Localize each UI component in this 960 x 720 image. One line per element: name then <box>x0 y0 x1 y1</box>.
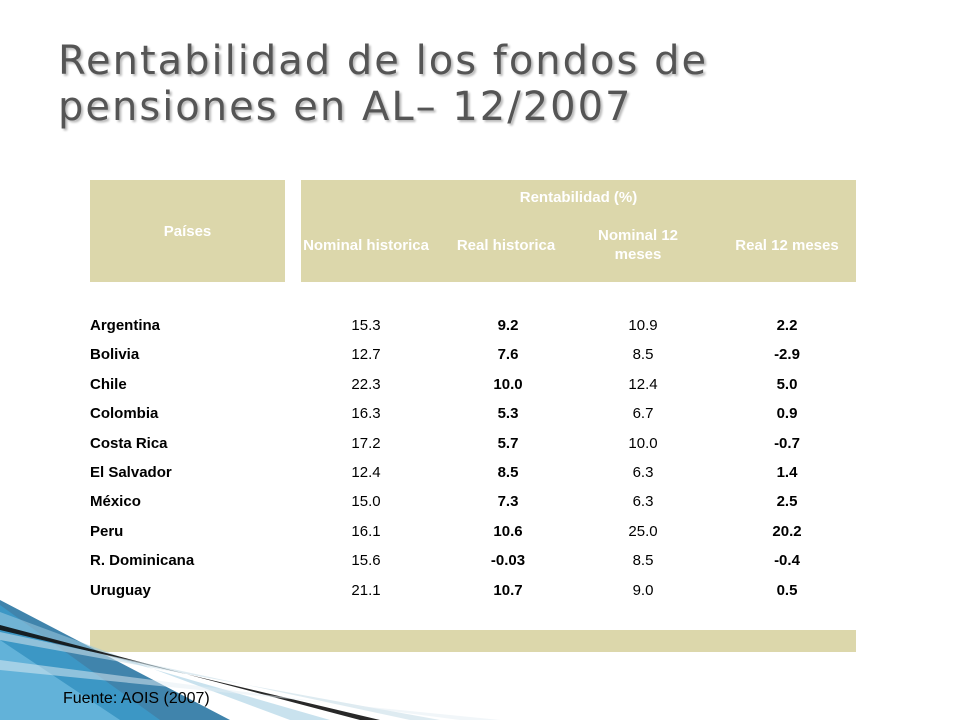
table-row: R. Dominicana 15.6 -0.03 8.5 -0.4 <box>0 547 960 575</box>
subheader-nominal-historica: Nominal historica <box>303 236 429 254</box>
table-footer-band <box>90 630 856 652</box>
value-cell: 16.1 <box>351 522 381 540</box>
table-row: Colombia 16.3 5.3 6.7 0.9 <box>0 400 960 428</box>
value-cell: 15.3 <box>351 317 381 334</box>
country-cell: Argentina <box>90 317 161 334</box>
header-countries: Países <box>90 180 285 282</box>
value-cell: 7.3 <box>497 493 519 511</box>
value-cell: 1.4 <box>776 464 798 481</box>
value-cell: 6.7 <box>632 405 654 423</box>
value-cell: 21.1 <box>351 581 381 599</box>
value-cell: 12.7 <box>351 346 381 364</box>
value-cell: 6.3 <box>632 493 654 511</box>
value-cell: 8.5 <box>632 346 654 364</box>
country-cell: R. Dominicana <box>90 552 195 570</box>
value-cell: 10.7 <box>493 581 523 599</box>
table-row: Costa Rica 17.2 5.7 10.0 -0.7 <box>0 430 960 458</box>
value-cell: 6.3 <box>632 464 654 481</box>
value-cell: 15.0 <box>351 493 381 511</box>
value-cell: 2.2 <box>776 317 798 334</box>
value-cell: 25.0 <box>628 522 658 540</box>
table-row: Argentina 15.3 9.2 10.9 2.2 <box>0 312 960 340</box>
value-cell: 0.5 <box>776 581 798 599</box>
value-cell: 16.3 <box>351 405 381 423</box>
value-cell: 10.9 <box>628 317 658 334</box>
value-cell: 8.5 <box>497 464 519 481</box>
value-cell: 5.7 <box>497 434 519 452</box>
value-cell: 5.0 <box>776 375 798 393</box>
value-cell: 0.9 <box>776 405 798 423</box>
value-cell: 9.0 <box>632 581 654 599</box>
value-cell: 8.5 <box>632 552 654 570</box>
country-cell: Bolivia <box>90 346 140 364</box>
country-cell: Chile <box>90 375 127 393</box>
value-cell: 20.2 <box>772 522 802 540</box>
country-cell: Uruguay <box>90 581 151 599</box>
table-row: Chile 22.3 10.0 12.4 5.0 <box>0 371 960 399</box>
value-cell: -0.4 <box>774 552 800 570</box>
value-cell: 10.0 <box>493 375 523 393</box>
table-row: El Salvador 12.4 8.5 6.3 1.4 <box>0 459 960 487</box>
table-row: Bolivia 12.7 7.6 8.5 -2.9 <box>0 341 960 369</box>
country-cell: Costa Rica <box>90 434 168 452</box>
value-cell: 15.6 <box>351 552 381 570</box>
value-cell: 7.6 <box>497 346 519 364</box>
subheader-nominal-12-meses: Nominal 12 meses <box>597 227 679 263</box>
header-group-background <box>301 180 856 282</box>
table-row: Peru 16.1 10.6 25.0 20.2 <box>0 518 960 546</box>
value-cell: 17.2 <box>351 434 381 452</box>
value-cell: 12.4 <box>628 375 658 393</box>
header-rentabilidad: Rentabilidad (%) <box>519 188 638 206</box>
subheader-real-12-meses: Real 12 meses <box>735 236 839 254</box>
value-cell: -0.7 <box>774 434 800 452</box>
country-cell: Peru <box>90 522 124 540</box>
value-cell: -0.03 <box>490 552 526 570</box>
value-cell: 22.3 <box>351 375 381 393</box>
value-cell: 12.4 <box>351 464 381 481</box>
slide-title: Rentabilidad de los fondos de pensiones … <box>58 38 709 130</box>
value-cell: -2.9 <box>774 346 800 364</box>
country-cell: Colombia <box>90 405 159 423</box>
table-row: México 15.0 7.3 6.3 2.5 <box>0 488 960 516</box>
country-cell: México <box>90 493 141 511</box>
value-cell: 9.2 <box>497 317 519 334</box>
subheader-real-historica: Real historica <box>456 236 556 254</box>
table-row: Uruguay 21.1 10.7 9.0 0.5 <box>0 577 960 605</box>
value-cell: 10.0 <box>628 434 658 452</box>
country-cell: El Salvador <box>90 464 172 481</box>
value-cell: 10.6 <box>493 522 523 540</box>
value-cell: 2.5 <box>776 493 798 511</box>
value-cell: 5.3 <box>497 405 519 423</box>
source-note: Fuente: AOIS (2007) <box>63 690 210 707</box>
